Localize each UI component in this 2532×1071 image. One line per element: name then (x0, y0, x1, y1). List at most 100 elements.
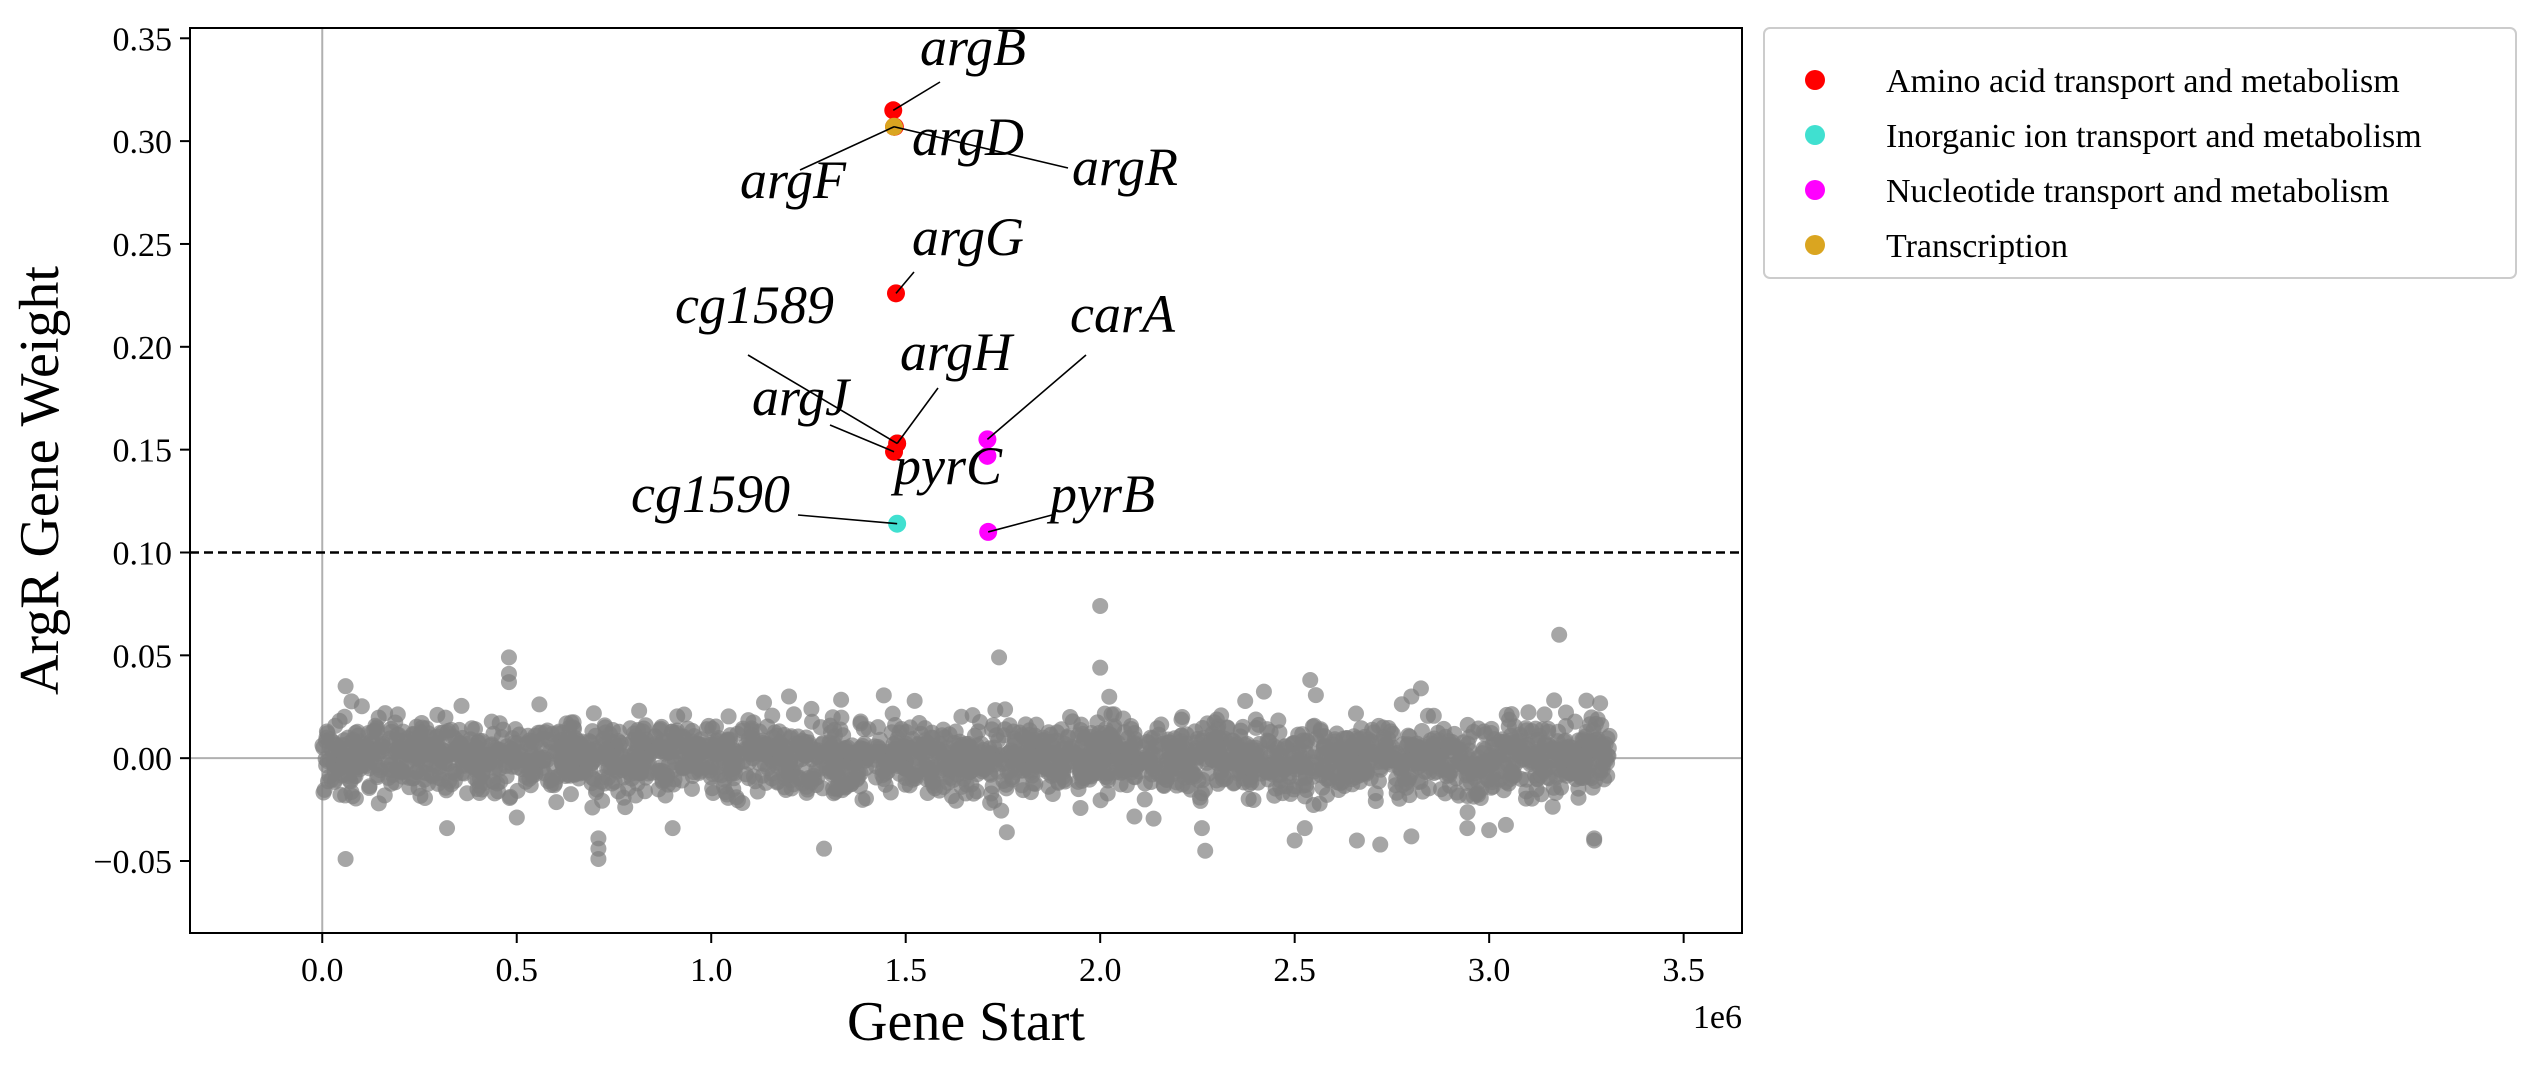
background-gene-point (1217, 755, 1234, 772)
background-gene-point (341, 772, 358, 789)
background-gene-point (816, 840, 833, 857)
background-gene-point (508, 809, 525, 826)
background-gene-point (777, 781, 794, 798)
background-gene-point (747, 773, 764, 790)
background-gene-point (1173, 711, 1190, 728)
background-gene-point (1145, 810, 1162, 827)
background-gene-point (1599, 730, 1616, 747)
background-gene-point (665, 725, 682, 742)
background-gene-point (351, 761, 368, 778)
background-gene-point (833, 709, 850, 726)
background-gene-point (389, 726, 406, 743)
gene-point-pyrC (978, 446, 997, 465)
background-gene-point (887, 716, 904, 733)
background-gene-point (1106, 706, 1123, 723)
background-gene-point (731, 745, 748, 762)
gene-label-cg1589: cg1589 (675, 275, 834, 335)
background-gene-point (1424, 738, 1441, 755)
background-gene-point (1367, 793, 1384, 810)
background-gene-point (1269, 754, 1286, 771)
y-tick-label: −0.05 (93, 844, 172, 881)
background-gene-point (991, 649, 1008, 666)
background-gene-point (1581, 757, 1598, 774)
background-gene-point (1237, 693, 1254, 710)
background-gene-point (983, 785, 1000, 802)
background-gene-point (1092, 792, 1109, 809)
gene-label-argJ: argJ (752, 367, 852, 427)
legend-label: Amino acid transport and metabolism (1886, 63, 2400, 100)
background-gene-point (527, 734, 544, 751)
gene-label-pyrC: pyrC (890, 436, 1003, 496)
background-gene-point (1533, 749, 1550, 766)
background-gene-point (1593, 717, 1610, 734)
background-gene-point (1285, 754, 1302, 771)
x-axis-ticks: 0.0 0.5 1.0 1.5 2.0 2.5 3.0 3.5 (301, 933, 1705, 989)
background-gene-point (1564, 742, 1581, 759)
background-gene-point (566, 720, 583, 737)
background-gene-point (370, 795, 387, 812)
background-gene-point (470, 761, 487, 778)
background-gene-point (751, 755, 768, 772)
background-gene-point (658, 744, 675, 761)
annotation-line-pyrB (987, 514, 1053, 533)
background-gene-point (1138, 733, 1155, 750)
background-gene-point (1372, 836, 1389, 853)
gene-point-argR (885, 117, 904, 136)
background-gene-point (350, 727, 367, 744)
background-gene-point (1500, 718, 1517, 735)
background-gene-point (611, 723, 628, 740)
background-gene-point (1089, 714, 1106, 731)
background-gene-point (734, 722, 751, 739)
background-gene-point (1470, 786, 1487, 803)
background-gene-point (453, 697, 470, 714)
background-gene-point (1382, 723, 1399, 740)
background-gene-point (987, 702, 1004, 719)
background-gene-point (869, 744, 886, 761)
background-gene-point (1123, 717, 1140, 734)
background-gene-point (1240, 759, 1257, 776)
background-gene-point (562, 786, 579, 803)
background-gene-point (1266, 738, 1283, 755)
background-gene-point (416, 771, 433, 788)
background-gene-point (943, 788, 960, 805)
background-gene-point (1213, 707, 1230, 724)
background-gene-point (683, 780, 700, 797)
background-gene-point (1540, 723, 1557, 740)
background-gene-point (1383, 751, 1400, 768)
background-gene-point (324, 742, 341, 759)
background-gene-point (1136, 754, 1153, 771)
background-gene-point (548, 794, 565, 811)
background-gene-point (596, 775, 613, 792)
background-gene-point (353, 698, 370, 715)
background-gene-point (583, 749, 600, 766)
annotation-line-argF (799, 126, 895, 171)
background-gene-point (1315, 759, 1332, 776)
legend-label: Nucleotide transport and metabolism (1886, 173, 2389, 210)
background-gene-point (369, 724, 386, 741)
background-gene-point (1529, 770, 1546, 787)
background-gene-point (1153, 716, 1170, 733)
background-gene-point (1409, 735, 1426, 752)
background-gene-point (936, 743, 953, 760)
background-gene-point (1207, 745, 1224, 762)
annotation-line-cg1590 (797, 514, 898, 525)
background-gene-point (1452, 741, 1469, 758)
background-gene-point (953, 708, 970, 725)
background-gene-point (828, 779, 845, 796)
background-gene-point (1570, 780, 1587, 797)
background-gene-point (1089, 765, 1106, 782)
background-gene-point (558, 732, 575, 749)
background-gene-point (857, 760, 874, 777)
y-axis-ticks: −0.05 0.00 0.05 0.10 0.15 0.20 0.25 0.30 0.35 (93, 21, 190, 881)
background-gene-point (584, 723, 601, 740)
background-gene-point (1262, 723, 1279, 740)
gene-label-cg1590: cg1590 (631, 464, 790, 524)
annotation-line-argB (892, 81, 941, 111)
background-gene-point (389, 706, 406, 723)
legend-marker (1805, 125, 1825, 145)
background-gene-point (896, 760, 913, 777)
background-gene-point (1255, 683, 1272, 700)
background-gene-point (1503, 706, 1520, 723)
background-gene-point (1282, 785, 1299, 802)
background-gene-point (907, 770, 924, 787)
